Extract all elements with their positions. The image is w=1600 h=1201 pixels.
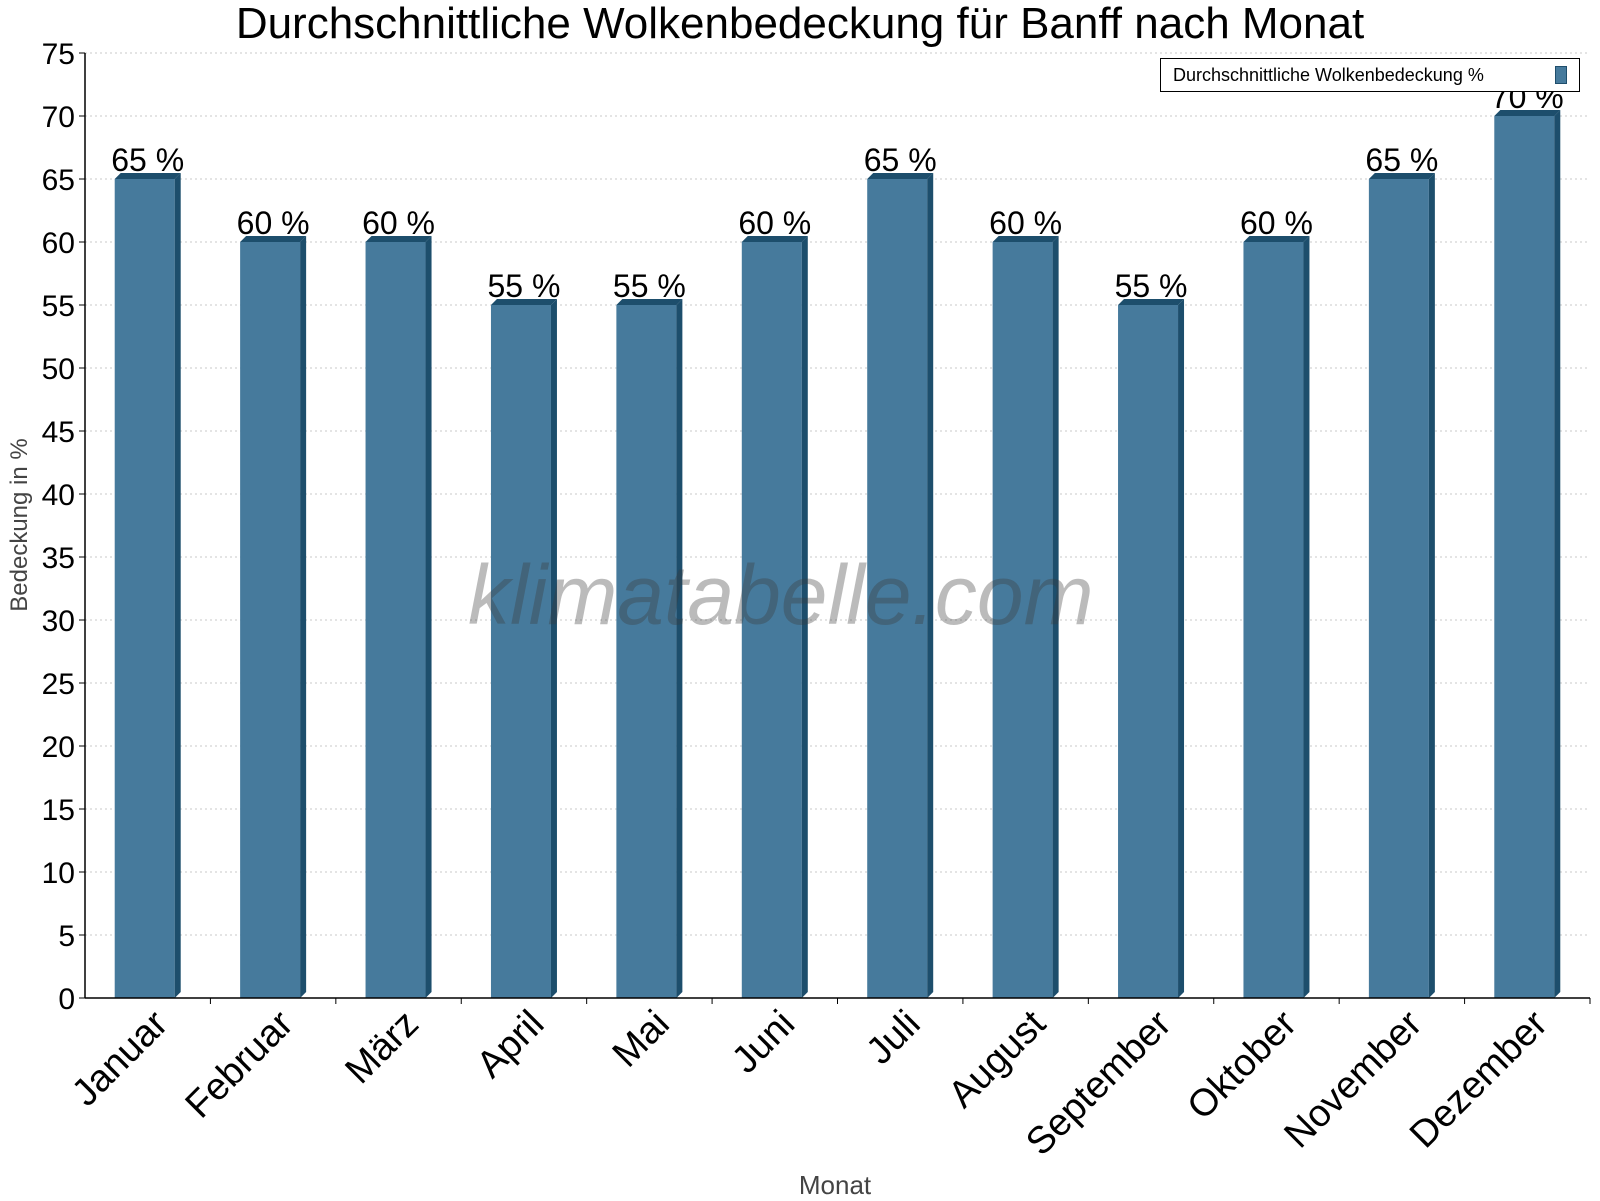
bar [114, 179, 175, 998]
y-tick-label: 65 [42, 164, 75, 197]
bar [365, 242, 426, 998]
bar [1368, 179, 1429, 998]
bar-side [425, 236, 432, 998]
y-axis-label: Bedeckung in % [6, 438, 33, 612]
data-label: 55 % [487, 268, 560, 304]
data-label: 60 % [738, 205, 811, 241]
watermark: klimatabelle.com [468, 548, 1094, 642]
data-label: 60 % [989, 205, 1062, 241]
x-axis-label: Monat [798, 1170, 872, 1200]
bar-side [300, 236, 307, 998]
bar-side [927, 173, 934, 998]
x-tick-label: April [469, 1003, 552, 1086]
data-label: 60 % [237, 205, 310, 241]
bar-side [1303, 236, 1310, 998]
bar-top [741, 236, 808, 242]
bar-side [1554, 110, 1561, 998]
y-tick-label: 20 [42, 731, 75, 764]
bar-top [992, 236, 1059, 242]
bar [1118, 305, 1179, 998]
y-tick-label: 60 [42, 227, 75, 260]
y-tick-label: 70 [42, 101, 75, 134]
data-label: 65 % [864, 142, 937, 178]
x-tick-label: Februar [178, 1002, 302, 1126]
legend-swatch [1555, 66, 1567, 84]
bar [240, 242, 301, 998]
bar-top [490, 299, 557, 305]
y-tick-label: 45 [42, 416, 75, 449]
y-tick-label: 15 [42, 794, 75, 827]
bar-top [1243, 236, 1310, 242]
data-label: 55 % [1115, 268, 1188, 304]
legend-label: Durchschnittliche Wolkenbedeckung % [1173, 65, 1484, 85]
x-tick-label: Mai [605, 1003, 678, 1076]
x-tick-label: März [337, 1003, 426, 1092]
x-tick-label: Juli [859, 1003, 929, 1073]
bar [1243, 242, 1304, 998]
data-label: 65 % [111, 142, 184, 178]
bar-side [550, 299, 557, 998]
x-tick-label: Dezember [1402, 1002, 1556, 1156]
bar-top [616, 299, 683, 305]
bar-side [676, 299, 683, 998]
data-label: 65 % [1365, 142, 1438, 178]
bar-side [801, 236, 808, 998]
y-tick-label: 55 [42, 290, 75, 323]
bar-side [1428, 173, 1435, 998]
bar-top [1118, 299, 1185, 305]
data-label: 60 % [1240, 205, 1313, 241]
bar-top [365, 236, 432, 242]
y-tick-label: 35 [42, 542, 75, 575]
y-tick-label: 75 [42, 38, 75, 71]
bar-top [867, 173, 934, 179]
data-label: 60 % [362, 205, 435, 241]
bar-top [114, 173, 181, 179]
x-tick-label: Januar [64, 1002, 176, 1114]
bar [616, 305, 677, 998]
bar [490, 305, 551, 998]
bar [867, 179, 928, 998]
y-tick-label: 25 [42, 668, 75, 701]
y-tick-label: 10 [42, 857, 75, 890]
legend: Durchschnittliche Wolkenbedeckung % [1160, 58, 1580, 92]
x-tick-label: Juni [724, 1003, 803, 1082]
y-tick-label: 0 [58, 983, 75, 1016]
bar-side [1052, 236, 1059, 998]
bar-top [240, 236, 307, 242]
bar-top [1368, 173, 1435, 179]
bar [992, 242, 1053, 998]
grid-lines [85, 52, 1590, 936]
bars [114, 110, 1561, 998]
bar-side [174, 173, 181, 998]
data-label: 55 % [613, 268, 686, 304]
x-tick-label: Oktober [1180, 1002, 1306, 1128]
y-tick-label: 50 [42, 353, 75, 386]
axes [79, 52, 1591, 1004]
y-tick-label: 40 [42, 479, 75, 512]
x-tick-label: August [941, 1002, 1055, 1116]
y-tick-label: 30 [42, 605, 75, 638]
bar-top [1494, 110, 1561, 116]
bar [1494, 116, 1555, 998]
chart-title: Durchschnittliche Wolkenbedeckung für Ba… [235, 0, 1365, 48]
bar-side [1178, 299, 1185, 998]
y-tick-label: 5 [58, 920, 75, 953]
bar [741, 242, 802, 998]
